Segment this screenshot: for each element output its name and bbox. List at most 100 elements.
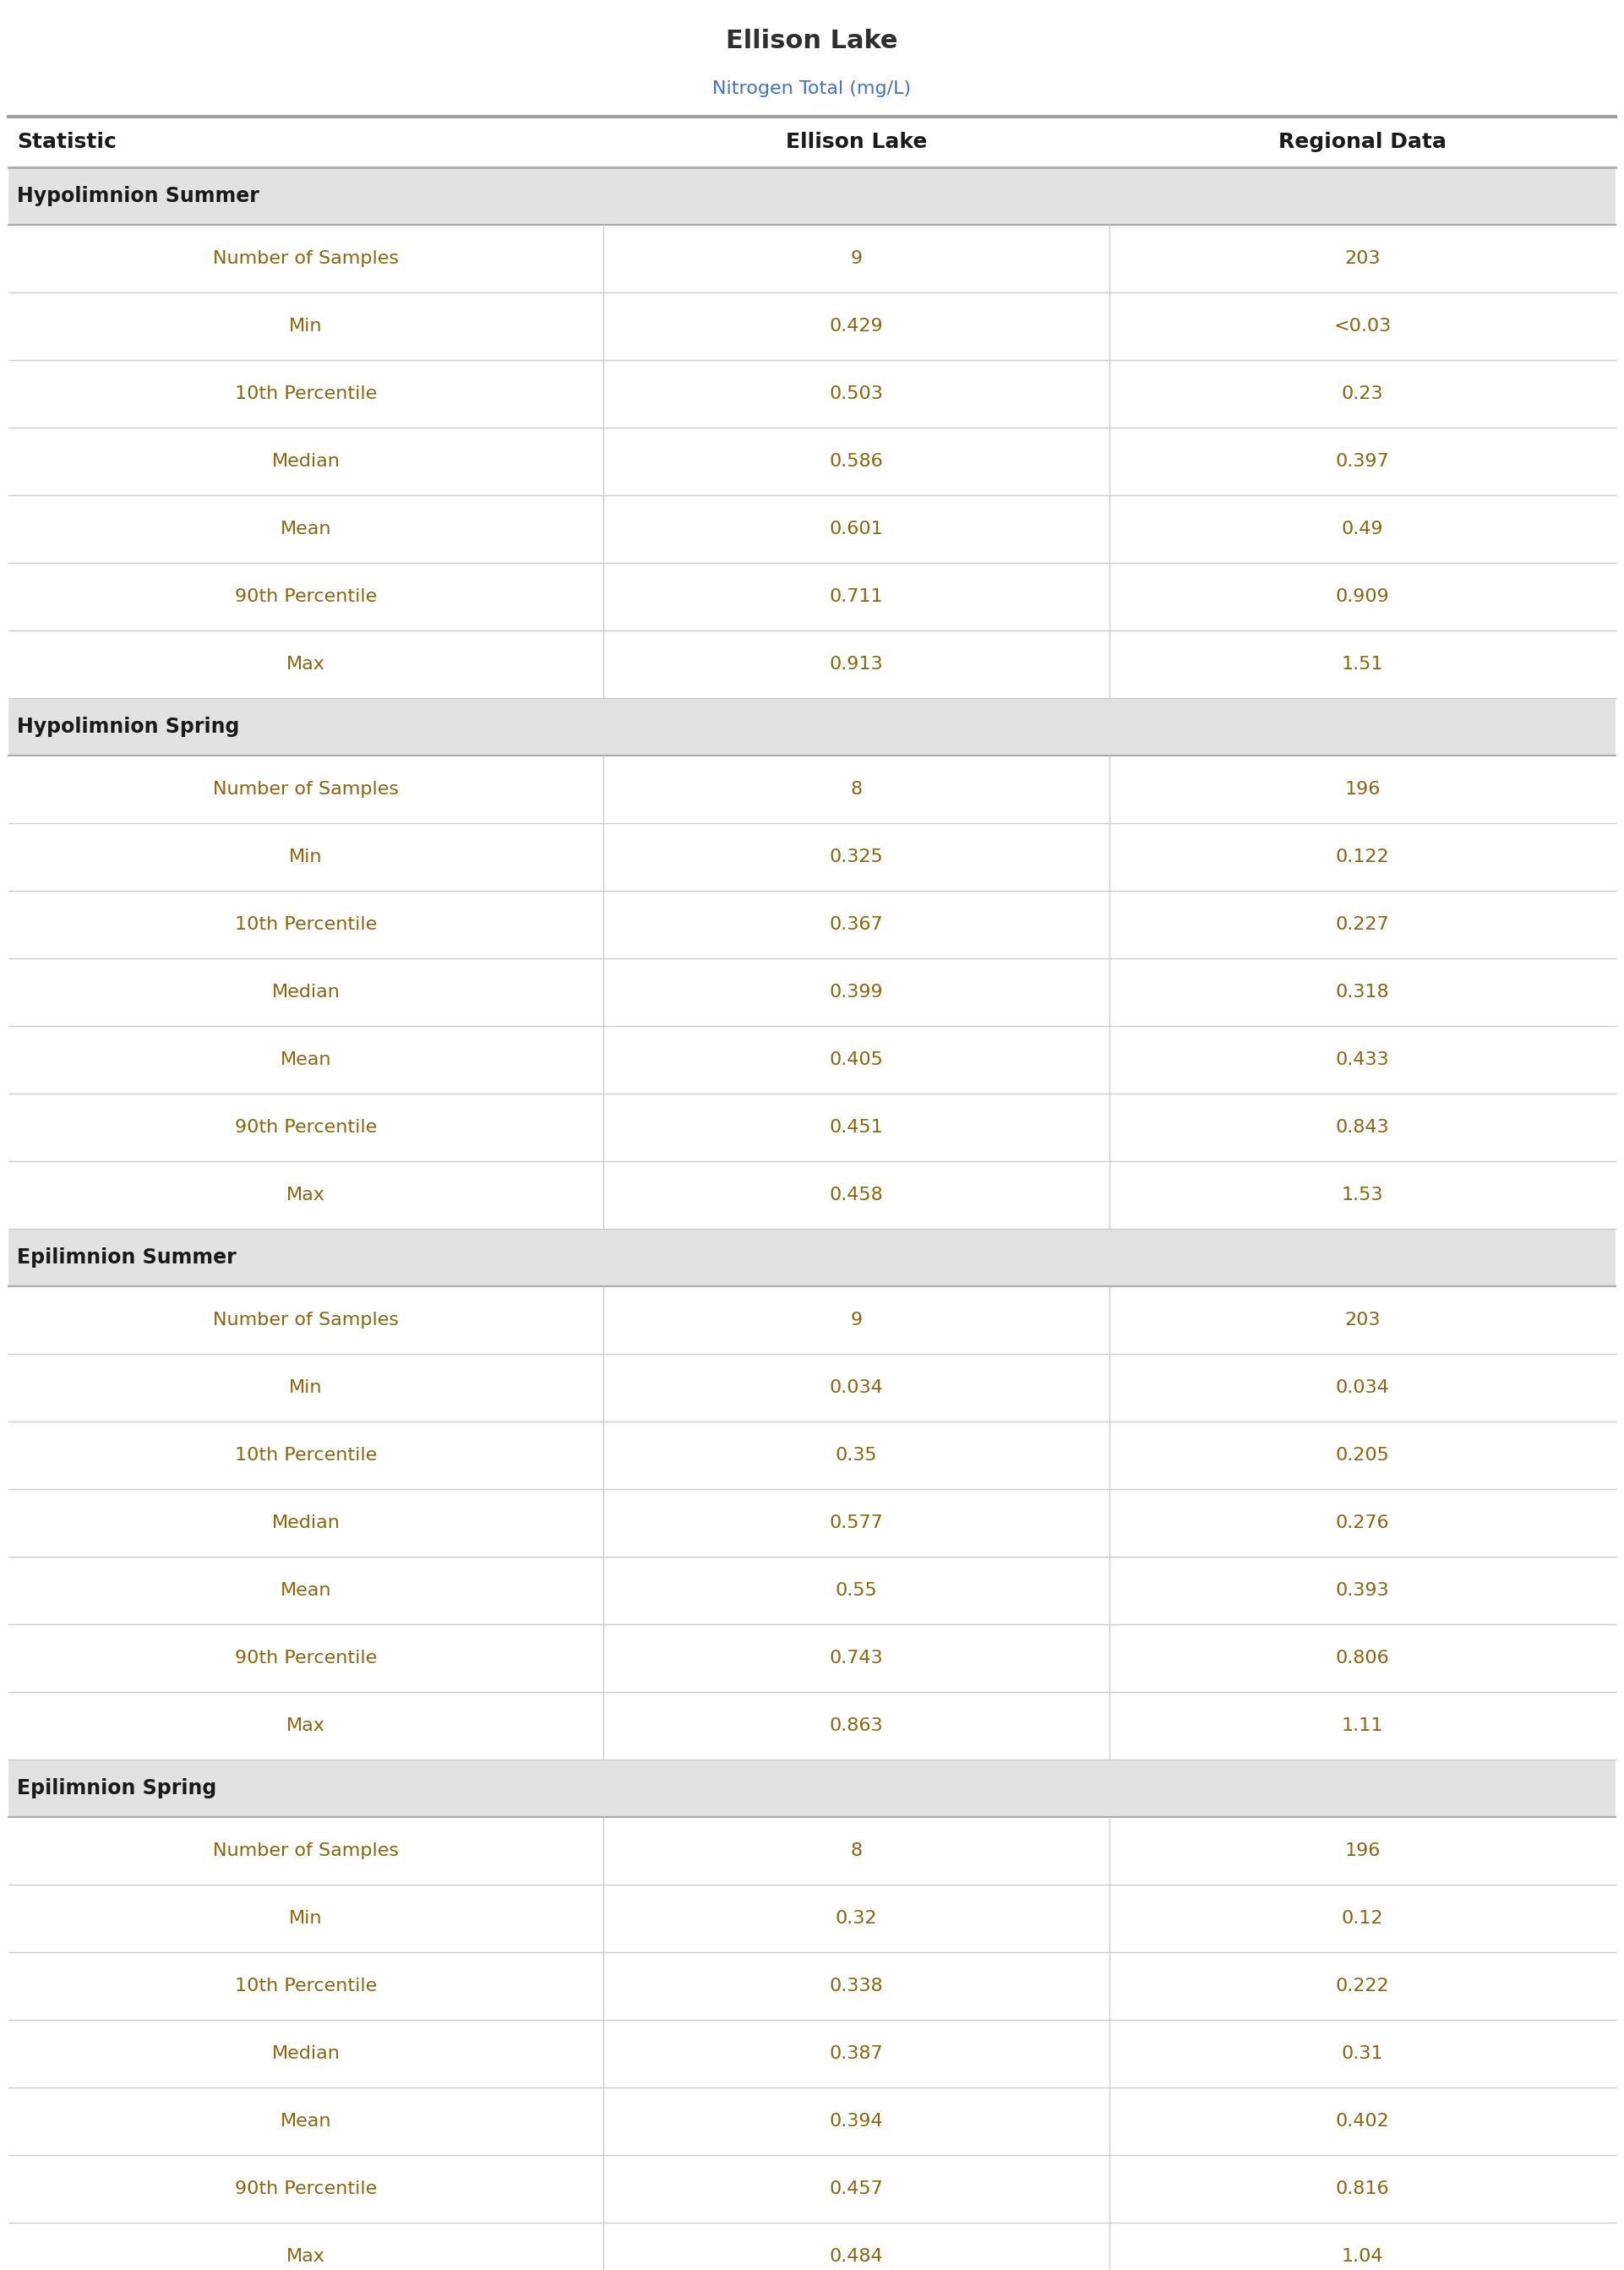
Bar bbox=[8, 1691, 1616, 1759]
Text: 0.338: 0.338 bbox=[830, 1977, 883, 1995]
Text: 0.913: 0.913 bbox=[830, 656, 883, 672]
Bar bbox=[8, 756, 1616, 824]
Text: 90th Percentile: 90th Percentile bbox=[235, 1119, 377, 1135]
Text: 0.843: 0.843 bbox=[1335, 1119, 1389, 1135]
Text: 203: 203 bbox=[1345, 250, 1380, 268]
Text: 0.23: 0.23 bbox=[1341, 386, 1384, 402]
Bar bbox=[8, 2222, 1616, 2270]
Bar bbox=[8, 958, 1616, 1026]
Text: 10th Percentile: 10th Percentile bbox=[235, 917, 377, 933]
Bar bbox=[8, 1884, 1616, 1952]
Text: 196: 196 bbox=[1345, 781, 1380, 797]
Text: 0.806: 0.806 bbox=[1335, 1650, 1390, 1666]
Text: Min: Min bbox=[289, 1380, 323, 1396]
Text: Max: Max bbox=[286, 656, 325, 672]
Text: 0.586: 0.586 bbox=[830, 454, 883, 470]
Text: 1.51: 1.51 bbox=[1341, 656, 1384, 672]
Bar bbox=[8, 1952, 1616, 2020]
Text: Number of Samples: Number of Samples bbox=[213, 781, 400, 797]
Text: 0.325: 0.325 bbox=[830, 849, 883, 865]
Text: Max: Max bbox=[286, 1187, 325, 1203]
Text: 0.35: 0.35 bbox=[835, 1446, 877, 1464]
Text: Statistic: Statistic bbox=[16, 132, 117, 152]
Bar bbox=[8, 631, 1616, 699]
Text: 1.11: 1.11 bbox=[1341, 1718, 1384, 1734]
Text: 10th Percentile: 10th Percentile bbox=[235, 1446, 377, 1464]
Text: Mean: Mean bbox=[281, 1051, 331, 1069]
Text: Median: Median bbox=[271, 2045, 339, 2061]
Text: 0.429: 0.429 bbox=[830, 318, 883, 334]
Text: 0.222: 0.222 bbox=[1335, 1977, 1389, 1995]
Text: 0.433: 0.433 bbox=[1335, 1051, 1389, 1069]
Bar bbox=[8, 1489, 1616, 1557]
Bar bbox=[8, 168, 1616, 225]
Text: 9: 9 bbox=[851, 1312, 862, 1328]
Bar bbox=[8, 427, 1616, 495]
Text: 0.318: 0.318 bbox=[1335, 983, 1389, 1001]
Bar bbox=[8, 699, 1616, 756]
Text: 0.711: 0.711 bbox=[830, 588, 883, 606]
Text: Min: Min bbox=[289, 318, 323, 334]
Text: 90th Percentile: 90th Percentile bbox=[235, 588, 377, 606]
Text: 0.12: 0.12 bbox=[1341, 1909, 1384, 1927]
Text: 1.53: 1.53 bbox=[1341, 1187, 1384, 1203]
Bar bbox=[8, 1816, 1616, 1884]
Bar bbox=[8, 1625, 1616, 1691]
Text: Max: Max bbox=[286, 1718, 325, 1734]
Text: Epilimnion Spring: Epilimnion Spring bbox=[16, 1777, 216, 1798]
Text: 0.367: 0.367 bbox=[830, 917, 883, 933]
Text: 8: 8 bbox=[851, 1843, 862, 1859]
Text: Hypolimnion Summer: Hypolimnion Summer bbox=[16, 186, 260, 207]
Text: 0.387: 0.387 bbox=[830, 2045, 883, 2061]
Text: 0.399: 0.399 bbox=[830, 983, 883, 1001]
Text: 0.49: 0.49 bbox=[1341, 520, 1384, 538]
Bar bbox=[8, 1162, 1616, 1228]
Text: 0.601: 0.601 bbox=[830, 520, 883, 538]
Text: 0.484: 0.484 bbox=[830, 2247, 883, 2265]
Text: 10th Percentile: 10th Percentile bbox=[235, 1977, 377, 1995]
Text: 90th Percentile: 90th Percentile bbox=[235, 1650, 377, 1666]
Text: 1.04: 1.04 bbox=[1341, 2247, 1384, 2265]
Text: 0.405: 0.405 bbox=[830, 1051, 883, 1069]
Text: Max: Max bbox=[286, 2247, 325, 2265]
Text: 0.205: 0.205 bbox=[1335, 1446, 1390, 1464]
Text: Median: Median bbox=[271, 454, 339, 470]
Bar bbox=[8, 1094, 1616, 1162]
Bar bbox=[8, 890, 1616, 958]
Text: Number of Samples: Number of Samples bbox=[213, 250, 400, 268]
Text: 0.577: 0.577 bbox=[830, 1514, 883, 1532]
Text: Mean: Mean bbox=[281, 2113, 331, 2129]
Text: 0.394: 0.394 bbox=[830, 2113, 883, 2129]
Bar bbox=[8, 1759, 1616, 1816]
Text: Median: Median bbox=[271, 1514, 339, 1532]
Text: 0.393: 0.393 bbox=[1335, 1582, 1389, 1598]
Bar bbox=[8, 1228, 1616, 1287]
Text: Nitrogen Total (mg/L): Nitrogen Total (mg/L) bbox=[713, 79, 911, 98]
Bar bbox=[8, 1026, 1616, 1094]
Text: 0.55: 0.55 bbox=[835, 1582, 877, 1598]
Text: 90th Percentile: 90th Percentile bbox=[235, 2181, 377, 2197]
Bar bbox=[8, 2154, 1616, 2222]
Text: 0.451: 0.451 bbox=[830, 1119, 883, 1135]
Text: 0.402: 0.402 bbox=[1335, 2113, 1390, 2129]
Text: 0.743: 0.743 bbox=[830, 1650, 883, 1666]
Text: 0.863: 0.863 bbox=[830, 1718, 883, 1734]
Bar bbox=[8, 293, 1616, 361]
Text: Epilimnion Summer: Epilimnion Summer bbox=[16, 1249, 237, 1267]
Bar bbox=[8, 1353, 1616, 1421]
Text: 0.816: 0.816 bbox=[1335, 2181, 1389, 2197]
Text: Min: Min bbox=[289, 849, 323, 865]
Text: Ellison Lake: Ellison Lake bbox=[726, 30, 898, 52]
Bar bbox=[8, 563, 1616, 631]
Text: 0.122: 0.122 bbox=[1335, 849, 1389, 865]
Text: 0.276: 0.276 bbox=[1335, 1514, 1389, 1532]
Text: 0.909: 0.909 bbox=[1335, 588, 1390, 606]
Text: 0.503: 0.503 bbox=[830, 386, 883, 402]
Text: 0.034: 0.034 bbox=[1335, 1380, 1390, 1396]
Bar bbox=[8, 2020, 1616, 2088]
Bar bbox=[8, 824, 1616, 890]
Text: Ellison Lake: Ellison Lake bbox=[786, 132, 927, 152]
Text: Mean: Mean bbox=[281, 520, 331, 538]
Text: 0.458: 0.458 bbox=[830, 1187, 883, 1203]
Text: Number of Samples: Number of Samples bbox=[213, 1312, 400, 1328]
